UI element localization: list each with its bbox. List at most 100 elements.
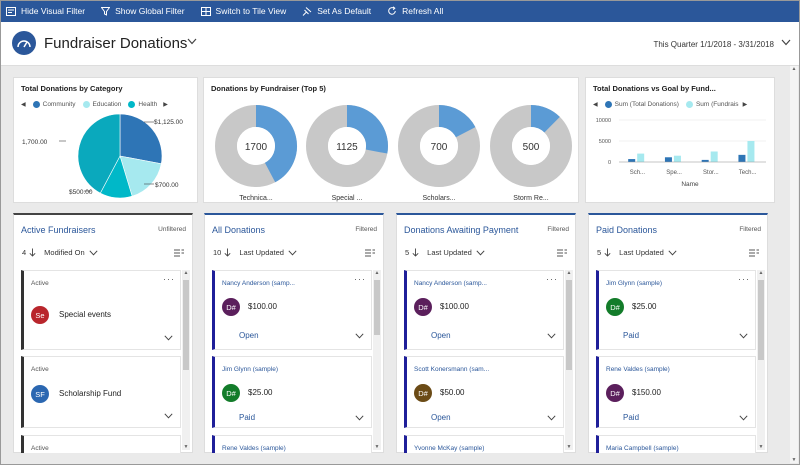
set-as-default-button[interactable]: Set As Default — [302, 6, 371, 16]
scroll-down-icon[interactable]: ▼ — [183, 444, 189, 450]
donor-name-link[interactable]: Rene Valdes (sample) — [606, 366, 670, 373]
scrollbar-thumb[interactable] — [758, 280, 764, 360]
list-sort-bar[interactable]: 4 Modified On — [22, 248, 98, 257]
pie-slice-other[interactable] — [77, 113, 121, 194]
legend-next-icon[interactable]: ▶ — [163, 102, 168, 108]
bar-total[interactable] — [701, 159, 709, 162]
expand-chevron-icon[interactable] — [164, 335, 173, 341]
more-options-icon[interactable]: ··· — [163, 274, 175, 284]
view-options-icon[interactable] — [365, 249, 375, 257]
expand-chevron-icon[interactable] — [739, 415, 748, 421]
scroll-up-icon[interactable]: ▲ — [758, 270, 764, 276]
scroll-up-icon[interactable]: ▲ — [374, 270, 380, 276]
expand-chevron-icon[interactable] — [355, 333, 364, 339]
donut-value-arc[interactable] — [438, 105, 476, 138]
legend-item-community[interactable]: Community — [42, 101, 76, 108]
sort-field[interactable]: Last Updated — [239, 248, 284, 257]
list-item[interactable]: Nancy Anderson (samp... ··· D# $100.00 O… — [212, 270, 372, 350]
bar-total[interactable] — [628, 159, 636, 162]
more-options-icon[interactable]: ··· — [354, 274, 366, 284]
refresh-all-button[interactable]: Refresh All — [387, 6, 443, 16]
view-options-icon[interactable] — [174, 249, 184, 257]
donor-name-link[interactable]: Scott Konersmann (sam... — [414, 366, 490, 373]
view-options-icon[interactable] — [557, 249, 567, 257]
pie-slice-community[interactable] — [119, 113, 163, 165]
scrollbar-thumb[interactable] — [566, 280, 572, 370]
chevron-down-icon[interactable] — [89, 249, 98, 256]
scrollbar-thumb[interactable] — [183, 280, 189, 370]
list-sort-bar[interactable]: 10 Last Updated — [213, 248, 297, 257]
legend-prev-icon[interactable]: ◀ — [21, 102, 26, 108]
chevron-down-icon[interactable] — [288, 249, 297, 256]
chevron-down-icon[interactable] — [668, 249, 677, 256]
category-pie-chart[interactable]: $1,125.00 1,700.00 $700.00 $500.00 — [14, 108, 199, 203]
sort-arrow-icon[interactable] — [224, 248, 231, 257]
legend-prev-icon[interactable]: ◀ — [593, 102, 598, 108]
list-item[interactable]: Maria Campbell (sample) — [596, 435, 756, 453]
period-chevron-icon[interactable] — [781, 39, 791, 46]
expand-chevron-icon[interactable] — [355, 415, 364, 421]
legend-item-total[interactable]: Sum (Total Donations) — [614, 101, 679, 108]
list-sort-bar[interactable]: 5 Last Updated — [597, 248, 677, 257]
donut-3[interactable]: 700 Scholars... — [398, 105, 480, 202]
donor-name-link[interactable]: Nancy Anderson (samp... — [222, 280, 295, 287]
list-item[interactable]: Active ··· Se Special events — [21, 270, 181, 350]
sort-field[interactable]: Last Updated — [619, 248, 664, 257]
scrollbar[interactable]: ▲ ▼ — [373, 270, 381, 450]
donor-name-link[interactable]: Yvonne McKay (sample) — [414, 445, 485, 452]
scrollbar[interactable]: ▲ ▼ — [565, 270, 573, 450]
sort-field[interactable]: Last Updated — [427, 248, 472, 257]
page-scrollbar[interactable]: ▲ ▼ — [790, 66, 798, 463]
scroll-down-icon[interactable]: ▼ — [791, 457, 797, 463]
bar-total[interactable] — [738, 154, 746, 162]
view-options-icon[interactable] — [749, 249, 759, 257]
expand-chevron-icon[interactable] — [547, 415, 556, 421]
donor-name-link[interactable]: Jim Glynn (sample) — [606, 280, 662, 287]
list-item[interactable]: Rene Valdes (sample) — [212, 435, 372, 453]
list-item[interactable]: Active — [21, 435, 181, 453]
fundraiser-name[interactable]: Special events — [59, 310, 112, 319]
donut-value-arc[interactable] — [255, 105, 297, 183]
donut-4[interactable]: 500 Storm Re... — [490, 105, 572, 202]
donor-name-link[interactable]: Nancy Anderson (samp... — [414, 280, 487, 287]
expand-chevron-icon[interactable] — [164, 413, 173, 419]
list-item[interactable]: Nancy Anderson (samp... ··· D# $100.00 O… — [404, 270, 564, 350]
legend-item-goal[interactable]: Sum (Fundrais — [695, 101, 739, 108]
switch-tile-view-button[interactable]: Switch to Tile View — [200, 6, 286, 16]
bar-goal[interactable] — [710, 151, 718, 163]
sort-arrow-icon[interactable] — [29, 248, 36, 257]
hide-visual-filter-button[interactable]: Hide Visual Filter — [6, 6, 85, 16]
bar-total[interactable] — [664, 157, 672, 162]
sort-field[interactable]: Modified On — [44, 248, 85, 257]
list-item[interactable]: Scott Konersmann (sam... D# $50.00 Open — [404, 356, 564, 428]
donor-name-link[interactable]: Maria Campbell (sample) — [606, 445, 679, 452]
legend-item-health[interactable]: Health — [138, 101, 158, 108]
donut-value-arc[interactable] — [346, 105, 388, 154]
bar-goal[interactable] — [637, 153, 645, 162]
bar-goal[interactable] — [673, 155, 681, 162]
donut-2[interactable]: 1125 Special ... — [306, 105, 388, 202]
more-options-icon[interactable]: ··· — [546, 274, 558, 284]
bar-goal[interactable] — [747, 141, 755, 162]
more-options-icon[interactable]: ··· — [738, 274, 750, 284]
period-selector[interactable]: This Quarter 1/1/2018 - 3/31/2018 — [653, 40, 774, 49]
donor-name-link[interactable]: Jim Glynn (sample) — [222, 366, 278, 373]
expand-chevron-icon[interactable] — [739, 333, 748, 339]
scroll-down-icon[interactable]: ▼ — [566, 444, 572, 450]
scrollbar[interactable]: ▲ ▼ — [757, 270, 765, 450]
donut-1[interactable]: 1700 Technica... — [215, 105, 297, 202]
expand-chevron-icon[interactable] — [547, 333, 556, 339]
fundraiser-name[interactable]: Scholarship Fund — [59, 389, 122, 398]
list-item[interactable]: Rene Valdes (sample) D# $150.00 Paid — [596, 356, 756, 428]
scrollbar-thumb[interactable] — [374, 280, 380, 335]
sort-arrow-icon[interactable] — [412, 248, 419, 257]
list-item[interactable]: Active SF Scholarship Fund — [21, 356, 181, 428]
donut-value-arc[interactable] — [530, 105, 560, 133]
show-global-filter-button[interactable]: Show Global Filter — [101, 6, 185, 16]
scroll-down-icon[interactable]: ▼ — [758, 444, 764, 450]
scroll-up-icon[interactable]: ▲ — [183, 270, 189, 276]
legend-item-education[interactable]: Education — [92, 101, 122, 108]
fundraiser-donut-charts[interactable]: 1700 Technica... 1125 Special ... 700 Scholar… — [204, 102, 580, 204]
scroll-up-icon[interactable]: ▲ — [566, 270, 572, 276]
scrollbar[interactable]: ▲ ▼ — [182, 270, 190, 450]
